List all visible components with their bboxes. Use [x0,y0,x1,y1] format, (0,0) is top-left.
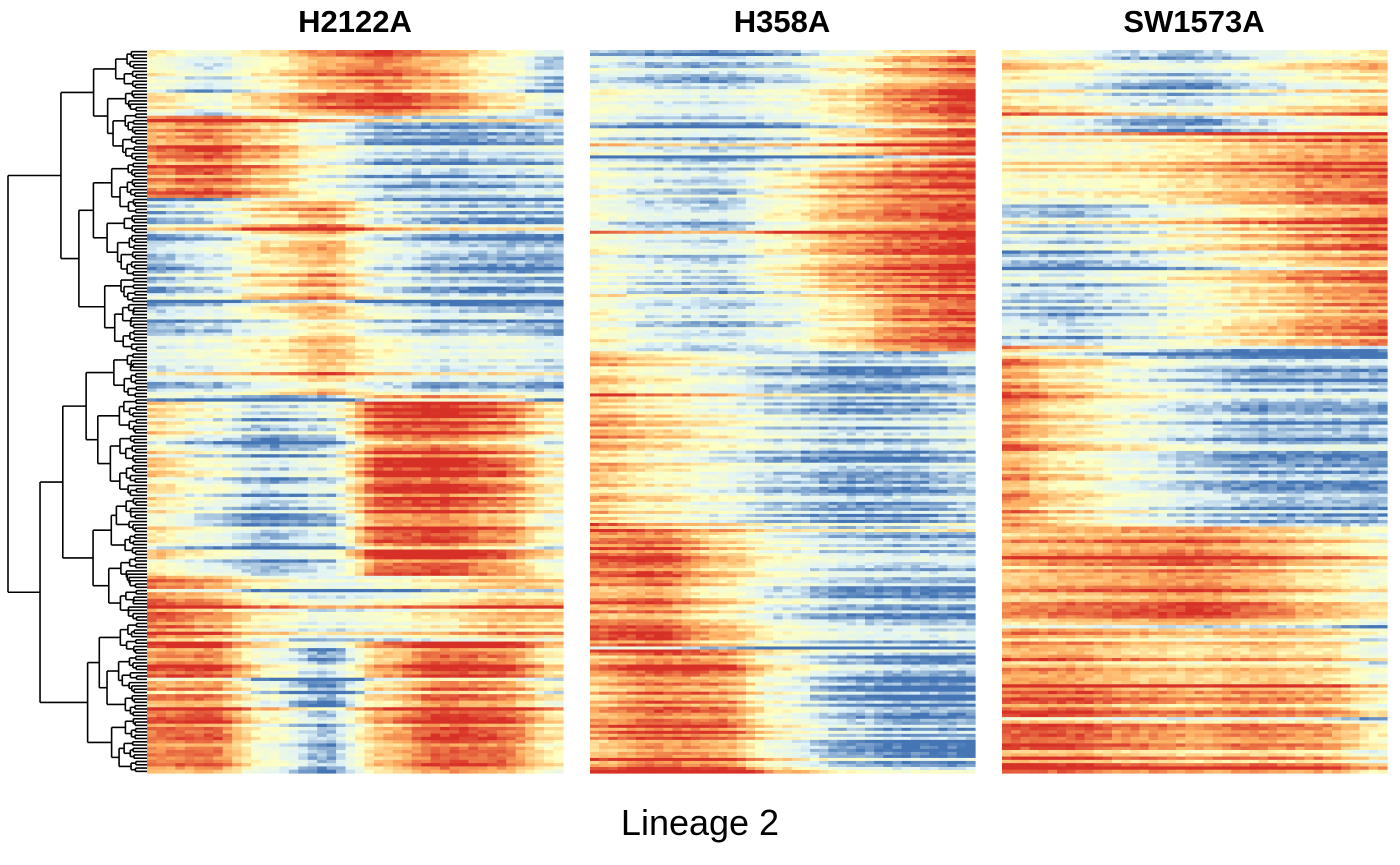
heatmap-cells-h2122a [147,50,564,774]
panel-title-h2122a: H2122A [298,4,412,39]
heatmap-panel-h2122a: H2122A [147,4,564,774]
